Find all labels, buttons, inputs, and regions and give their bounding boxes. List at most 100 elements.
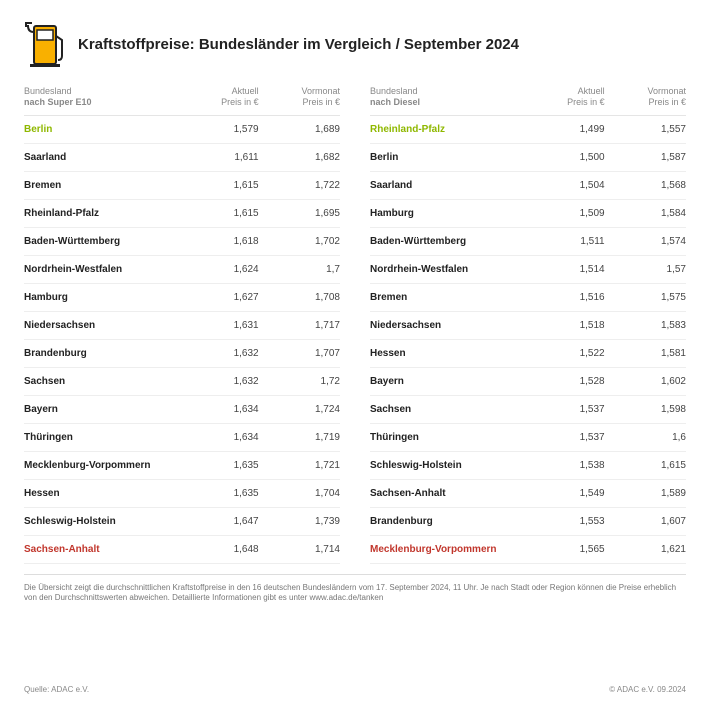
table-row: Rheinland-Pfalz1,4991,557 [370,116,686,144]
footnote: Die Übersicht zeigt die durchschnittlich… [24,574,686,605]
cell-vormonat: 1,607 [605,516,686,527]
header: Kraftstoffpreise: Bundesländer im Vergle… [24,20,686,68]
table-row: Hamburg1,5091,584 [370,200,686,228]
cell-vormonat: 1,702 [259,236,340,247]
cell-vormonat: 1,72 [259,376,340,387]
cell-vormonat: 1,621 [605,544,686,555]
table-row: Berlin1,5001,587 [370,144,686,172]
cell-aktuell: 1,615 [177,208,258,219]
col-aktuell: AktuellPreis in € [523,86,604,109]
cell-name: Rheinland-Pfalz [370,124,523,135]
table-row: Thüringen1,6341,719 [24,424,340,452]
cell-vormonat: 1,557 [605,124,686,135]
cell-aktuell: 1,579 [177,124,258,135]
cell-vormonat: 1,589 [605,488,686,499]
cell-aktuell: 1,500 [523,152,604,163]
cell-name: Baden-Württemberg [24,236,177,247]
table-row: Nordrhein-Westfalen1,6241,7 [24,256,340,284]
cell-aktuell: 1,624 [177,264,258,275]
fuel-pump-icon [24,20,66,68]
cell-name: Bremen [370,292,523,303]
col-vormonat: VormonatPreis in € [259,86,340,109]
cell-vormonat: 1,739 [259,516,340,527]
cell-vormonat: 1,682 [259,152,340,163]
cell-aktuell: 1,632 [177,376,258,387]
cell-name: Berlin [370,152,523,163]
cell-name: Saarland [24,152,177,163]
col-vormonat: VormonatPreis in € [605,86,686,109]
cell-aktuell: 1,565 [523,544,604,555]
table-row: Hessen1,5221,581 [370,340,686,368]
cell-name: Thüringen [370,432,523,443]
cell-name: Brandenburg [370,516,523,527]
cell-name: Niedersachsen [370,320,523,331]
cell-aktuell: 1,537 [523,432,604,443]
cell-vormonat: 1,587 [605,152,686,163]
cell-vormonat: 1,721 [259,460,340,471]
cell-aktuell: 1,634 [177,432,258,443]
table-row: Hessen1,6351,704 [24,480,340,508]
table-row: Bayern1,6341,724 [24,396,340,424]
tables-container: Bundeslandnach Super E10 AktuellPreis in… [24,86,686,564]
cell-aktuell: 1,516 [523,292,604,303]
table-body-right: Rheinland-Pfalz1,4991,557Berlin1,5001,58… [370,116,686,564]
cell-name: Baden-Württemberg [370,236,523,247]
cell-name: Schleswig-Holstein [24,516,177,527]
cell-vormonat: 1,695 [259,208,340,219]
cell-aktuell: 1,499 [523,124,604,135]
cell-name: Nordrhein-Westfalen [24,264,177,275]
cell-vormonat: 1,598 [605,404,686,415]
cell-name: Hessen [24,488,177,499]
cell-vormonat: 1,704 [259,488,340,499]
table-row: Sachsen-Anhalt1,5491,589 [370,480,686,508]
table-row: Mecklenburg-Vorpommern1,5651,621 [370,536,686,564]
table-row: Mecklenburg-Vorpommern1,6351,721 [24,452,340,480]
table-header: Bundeslandnach Diesel AktuellPreis in € … [370,86,686,116]
cell-vormonat: 1,724 [259,404,340,415]
cell-name: Hamburg [24,292,177,303]
cell-vormonat: 1,689 [259,124,340,135]
cell-name: Saarland [370,180,523,191]
cell-name: Sachsen [24,376,177,387]
table-super-e10: Bundeslandnach Super E10 AktuellPreis in… [24,86,340,564]
cell-name: Schleswig-Holstein [370,460,523,471]
cell-aktuell: 1,518 [523,320,604,331]
cell-vormonat: 1,581 [605,348,686,359]
source-label: Quelle: ADAC e.V. [24,685,89,694]
cell-vormonat: 1,568 [605,180,686,191]
cell-vormonat: 1,57 [605,264,686,275]
table-row: Baden-Württemberg1,5111,574 [370,228,686,256]
cell-aktuell: 1,537 [523,404,604,415]
cell-aktuell: 1,509 [523,208,604,219]
cell-vormonat: 1,719 [259,432,340,443]
cell-name: Sachsen-Anhalt [370,488,523,499]
table-row: Sachsen-Anhalt1,6481,714 [24,536,340,564]
col-bundesland: Bundeslandnach Diesel [370,86,523,109]
table-body-left: Berlin1,5791,689Saarland1,6111,682Bremen… [24,116,340,564]
cell-name: Nordrhein-Westfalen [370,264,523,275]
table-row: Bremen1,6151,722 [24,172,340,200]
cell-aktuell: 1,549 [523,488,604,499]
cell-vormonat: 1,708 [259,292,340,303]
table-row: Sachsen1,6321,72 [24,368,340,396]
cell-aktuell: 1,528 [523,376,604,387]
cell-aktuell: 1,632 [177,348,258,359]
cell-name: Sachsen [370,404,523,415]
cell-name: Bayern [24,404,177,415]
copyright-label: © ADAC e.V. 09.2024 [609,685,686,694]
table-row: Hamburg1,6271,708 [24,284,340,312]
cell-vormonat: 1,722 [259,180,340,191]
table-row: Bayern1,5281,602 [370,368,686,396]
cell-vormonat: 1,7 [259,264,340,275]
cell-name: Mecklenburg-Vorpommern [370,544,523,555]
col-aktuell: AktuellPreis in € [177,86,258,109]
table-row: Saarland1,6111,682 [24,144,340,172]
cell-name: Hamburg [370,208,523,219]
cell-vormonat: 1,717 [259,320,340,331]
cell-aktuell: 1,635 [177,460,258,471]
table-row: Thüringen1,5371,6 [370,424,686,452]
table-diesel: Bundeslandnach Diesel AktuellPreis in € … [370,86,686,564]
table-row: Sachsen1,5371,598 [370,396,686,424]
table-row: Rheinland-Pfalz1,6151,695 [24,200,340,228]
cell-vormonat: 1,574 [605,236,686,247]
